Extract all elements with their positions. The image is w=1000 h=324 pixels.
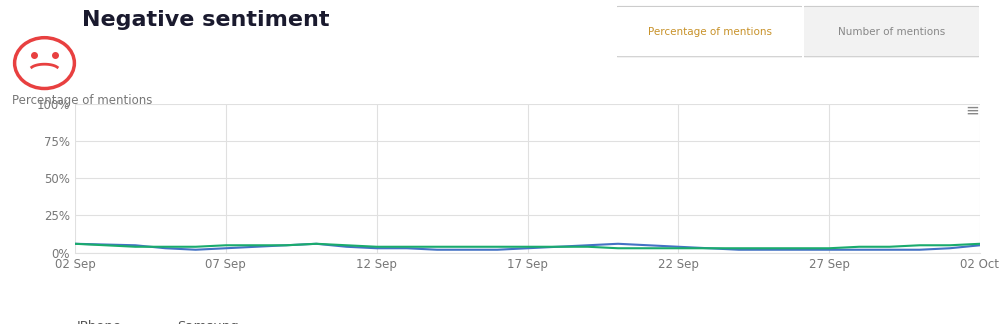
FancyBboxPatch shape bbox=[615, 6, 804, 57]
Text: Percentage of mentions: Percentage of mentions bbox=[648, 27, 772, 37]
Legend: IPhone, Samsung: IPhone, Samsung bbox=[32, 315, 244, 324]
Text: Negative sentiment: Negative sentiment bbox=[82, 10, 330, 30]
Text: ≡: ≡ bbox=[965, 102, 979, 120]
Text: Number of mentions: Number of mentions bbox=[838, 27, 945, 37]
Text: Percentage of mentions: Percentage of mentions bbox=[12, 94, 152, 107]
FancyBboxPatch shape bbox=[802, 6, 981, 57]
